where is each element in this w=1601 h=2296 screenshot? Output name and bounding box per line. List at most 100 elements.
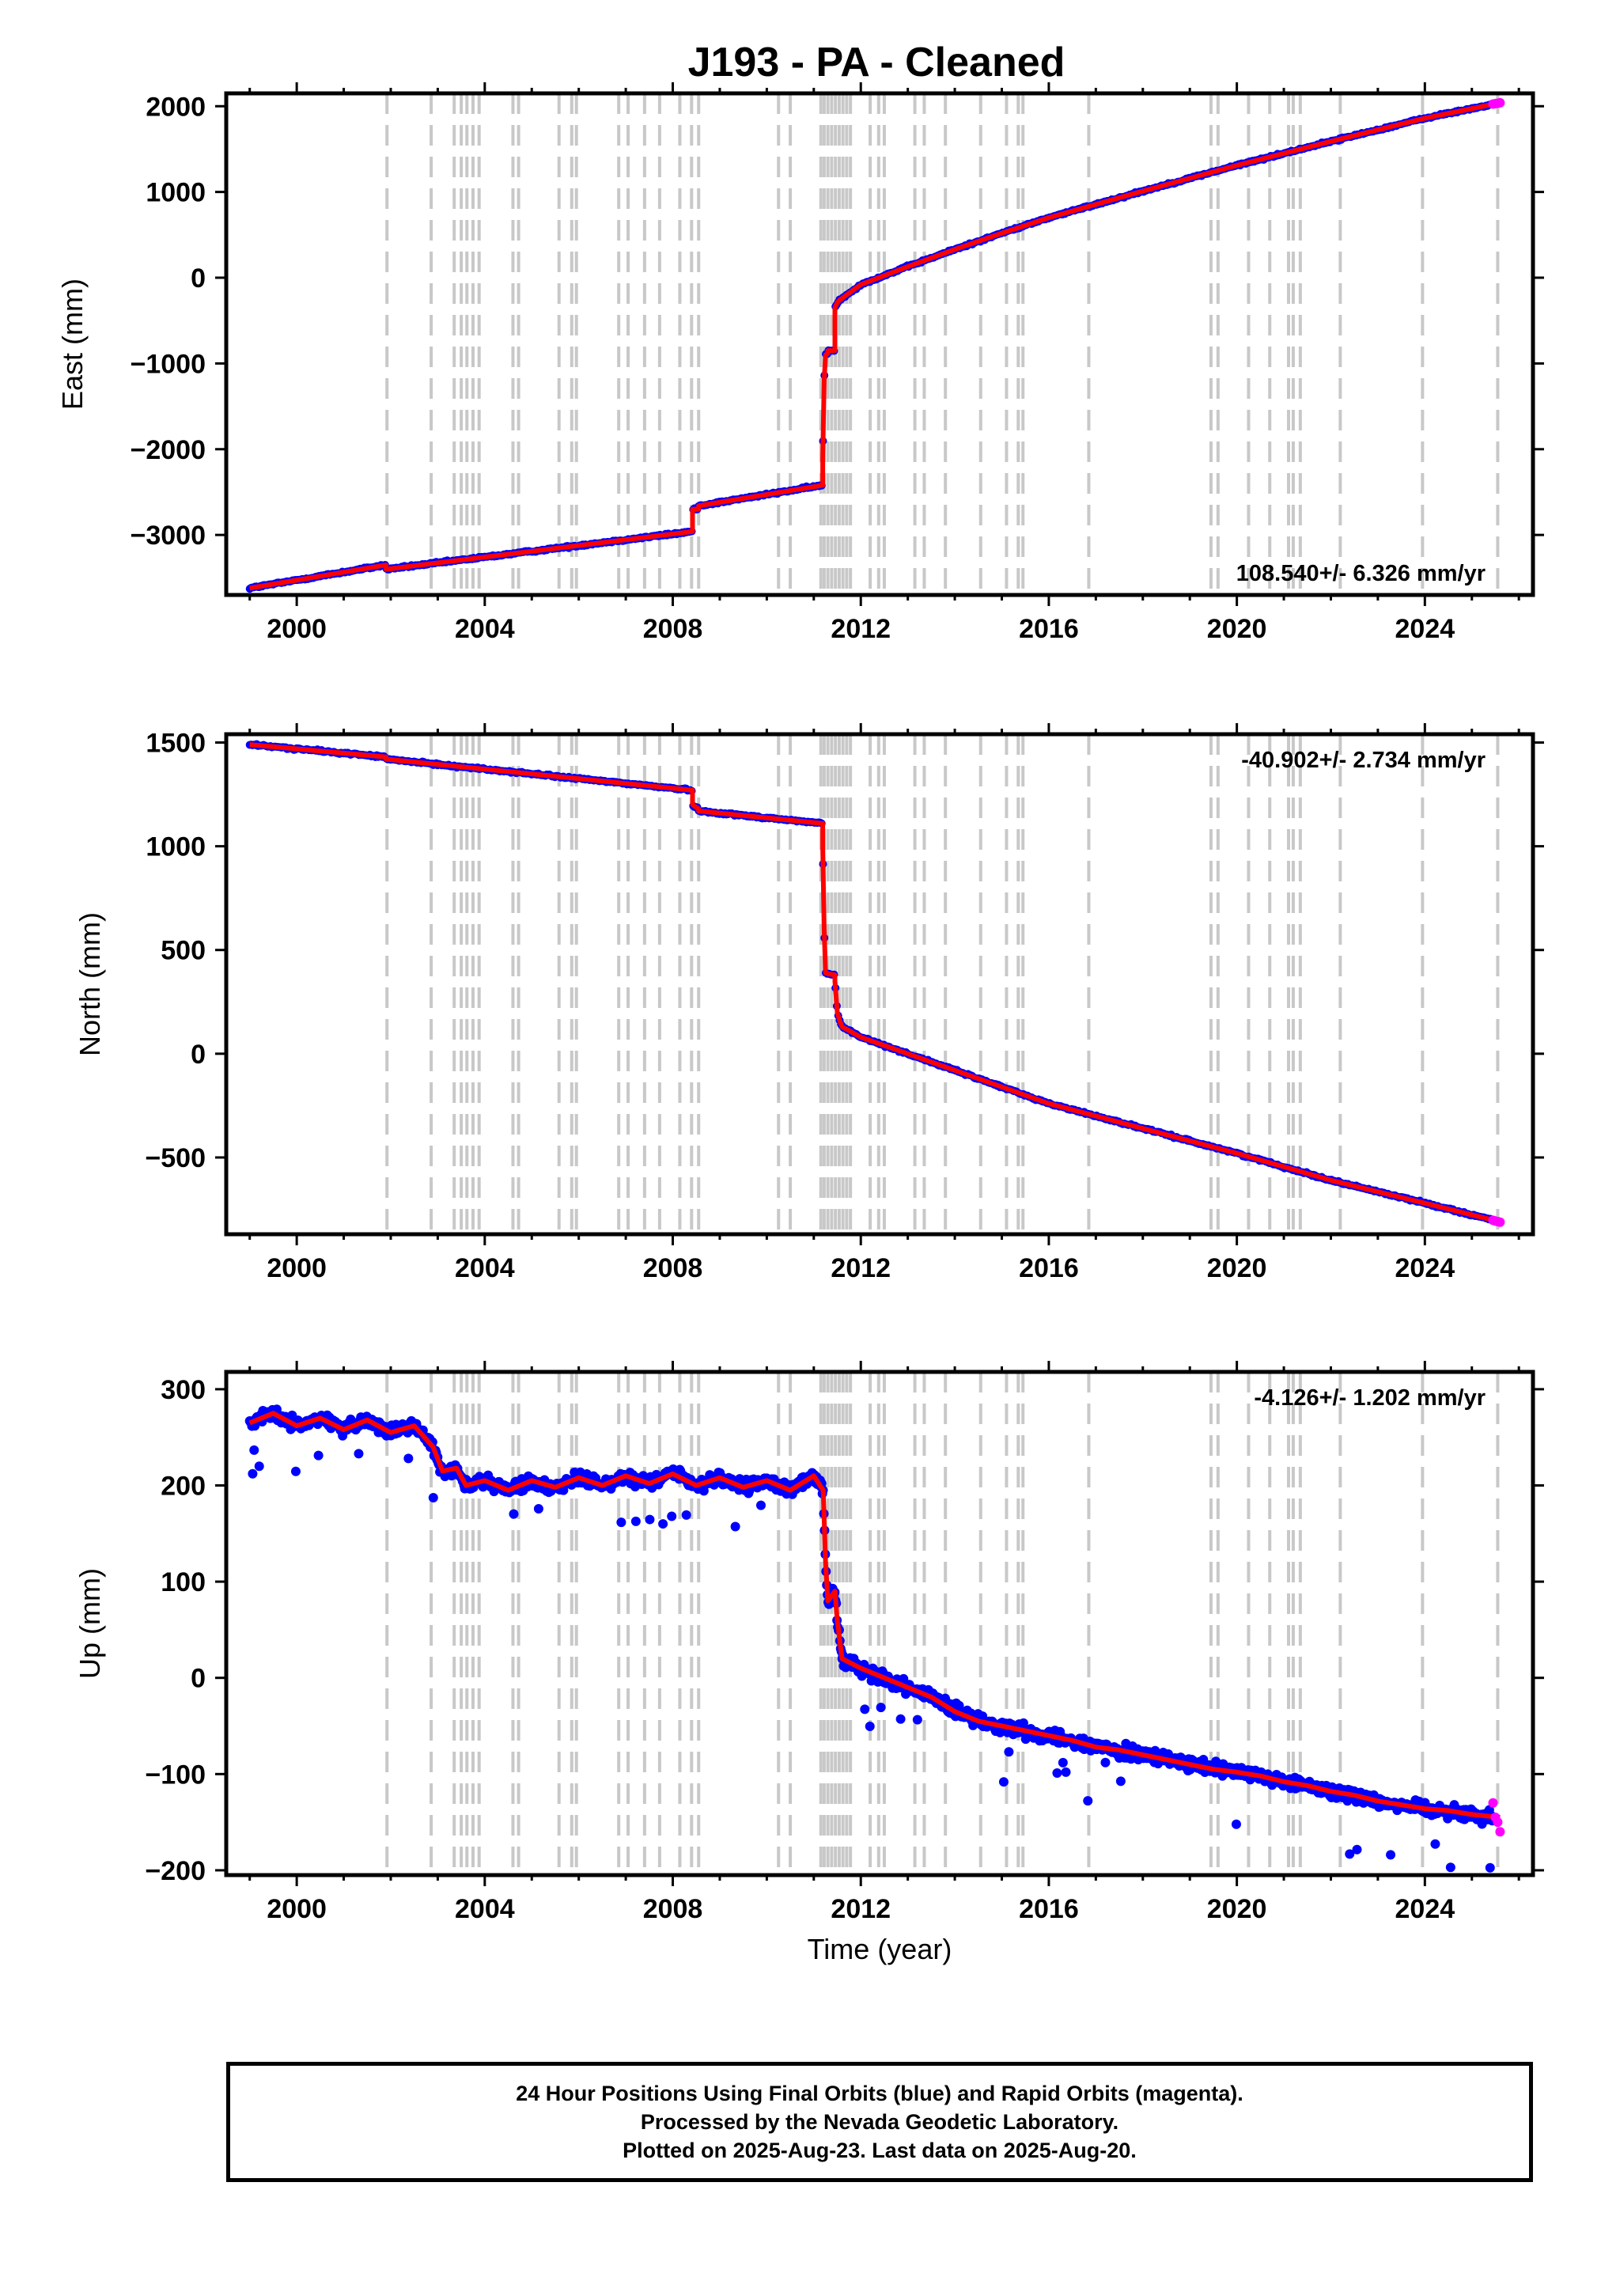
- x-tick-label: 2008: [643, 614, 703, 644]
- x-tick-label: 2004: [455, 1894, 515, 1924]
- rate-label: -40.902+/- 2.734 mm/yr: [1241, 748, 1486, 773]
- x-tick-label: 2012: [831, 614, 891, 644]
- final-orbit-point: [254, 1461, 264, 1472]
- x-axis-label: Time (year): [808, 1933, 952, 1965]
- rate-label: 108.540+/- 6.326 mm/yr: [1236, 561, 1486, 586]
- y-tick-label: 500: [161, 936, 206, 966]
- final-orbit-point: [630, 1516, 641, 1526]
- rapid-orbit-point: [1488, 1798, 1498, 1808]
- x-tick-label: 2000: [267, 1253, 327, 1283]
- final-orbit-point: [1352, 1844, 1362, 1855]
- panel-north: 2000 2004 2008 2012 2016 2020 2024 −500 0 500 1000…: [74, 723, 1544, 1283]
- x-tick-label: 2020: [1207, 1894, 1267, 1924]
- chart-title: J193 - PA - Cleaned: [688, 40, 1065, 85]
- model-line: [248, 1411, 1501, 1820]
- final-orbit-point: [667, 1511, 677, 1521]
- final-orbit-point: [1430, 1839, 1440, 1849]
- x-tick-label: 2020: [1207, 614, 1267, 644]
- x-tick-label: 2008: [643, 1894, 703, 1924]
- y-tick-label: −200: [145, 1856, 206, 1886]
- x-tick-label: 2012: [831, 1894, 891, 1924]
- y-tick-label: −3000: [131, 521, 206, 551]
- final-orbit-point: [1083, 1796, 1093, 1806]
- final-orbit-point: [616, 1517, 626, 1528]
- y-tick-label: 0: [191, 263, 206, 294]
- final-orbit-point: [428, 1492, 438, 1502]
- final-orbit-point: [354, 1449, 364, 1459]
- panel-frame: [224, 91, 1535, 597]
- y-axis-label: North (mm): [74, 912, 106, 1056]
- x-tick-label: 2024: [1395, 1253, 1455, 1283]
- final-orbit-point: [658, 1519, 668, 1529]
- x-tick-label: 2004: [455, 1253, 515, 1283]
- rapid-orbit-point: [1495, 1827, 1505, 1837]
- y-tick-label: −1000: [131, 349, 206, 379]
- final-orbit-point: [1345, 1849, 1355, 1859]
- x-tick-label: 2016: [1019, 1894, 1079, 1924]
- final-orbit-point: [1100, 1757, 1111, 1767]
- y-tick-label: −500: [145, 1143, 206, 1173]
- final-orbit-point: [1231, 1819, 1241, 1829]
- model-line: [249, 742, 1501, 1225]
- x-tick-label: 2024: [1395, 1894, 1455, 1924]
- y-tick-label: −100: [145, 1760, 206, 1790]
- y-tick-label: 0: [191, 1040, 206, 1070]
- rapid-orbit-point: [1493, 1817, 1503, 1828]
- y-tick-label: 1000: [146, 178, 206, 208]
- final-orbit-point: [876, 1703, 886, 1713]
- event-lines: [385, 93, 1500, 595]
- final-orbit-point: [681, 1510, 691, 1520]
- rapid-orbit-point: [1495, 97, 1505, 108]
- x-tick-label: 2000: [267, 1894, 327, 1924]
- rapid-orbit-points: [1488, 1215, 1505, 1227]
- footer-line-1: 24 Hour Positions Using Final Orbits (bl…: [516, 2082, 1243, 2105]
- footer-line-2: Processed by the Nevada Geodetic Laborat…: [640, 2110, 1119, 2134]
- final-orbit-point: [998, 1777, 1009, 1787]
- rapid-orbit-point: [1495, 1217, 1505, 1227]
- x-tick-label: 2020: [1207, 1253, 1267, 1283]
- final-orbit-point: [865, 1721, 875, 1731]
- final-orbit-point: [313, 1450, 324, 1461]
- y-tick-label: 2000: [146, 92, 206, 122]
- rapid-orbit-points: [1488, 1798, 1505, 1837]
- y-tick-label: 300: [161, 1375, 206, 1405]
- final-orbit-point: [895, 1714, 906, 1724]
- panel-east: 2000 2004 2008 2012 2016 2020 2024 −3000 −2000 −1…: [56, 82, 1544, 644]
- y-tick-label: 1000: [146, 832, 206, 862]
- final-orbit-point: [730, 1521, 740, 1532]
- panel-frame: [224, 732, 1535, 1237]
- final-orbit-point: [290, 1466, 301, 1476]
- model-line: [249, 100, 1501, 591]
- final-orbit-point: [1004, 1747, 1014, 1757]
- footer-line-3: Plotted on 2025-Aug-23. Last data on 202…: [623, 2139, 1137, 2162]
- x-tick-label: 2008: [643, 1253, 703, 1283]
- event-lines: [385, 734, 1500, 1234]
- x-tick-label: 2016: [1019, 1253, 1079, 1283]
- final-orbit-point: [1058, 1757, 1068, 1767]
- x-tick-label: 2012: [831, 1253, 891, 1283]
- final-orbit-point: [403, 1453, 414, 1464]
- final-orbit-point: [248, 1468, 258, 1479]
- y-axis-label: Up (mm): [74, 1568, 106, 1679]
- y-tick-label: 0: [191, 1664, 206, 1694]
- final-orbit-point: [1061, 1767, 1071, 1777]
- y-axis-label: East (mm): [56, 278, 89, 410]
- y-tick-label: 100: [161, 1567, 206, 1597]
- final-orbit-point: [912, 1714, 922, 1725]
- y-tick-label: 200: [161, 1471, 206, 1501]
- final-orbit-point: [1386, 1850, 1396, 1860]
- x-tick-label: 2024: [1395, 614, 1455, 644]
- y-tick-label: −2000: [131, 435, 206, 465]
- x-tick-label: 2016: [1019, 614, 1079, 644]
- final-orbit-point: [533, 1503, 543, 1514]
- panel-frame: [224, 1370, 1535, 1877]
- final-orbit-point: [249, 1445, 259, 1455]
- final-orbit-point: [860, 1704, 870, 1714]
- final-orbit-point: [1052, 1767, 1062, 1778]
- rapid-orbit-points: [1488, 97, 1505, 109]
- rate-label: -4.126+/- 1.202 mm/yr: [1254, 1385, 1486, 1411]
- x-tick-label: 2004: [455, 614, 515, 644]
- final-orbit-point: [645, 1514, 655, 1525]
- final-orbit-point: [1485, 1862, 1495, 1873]
